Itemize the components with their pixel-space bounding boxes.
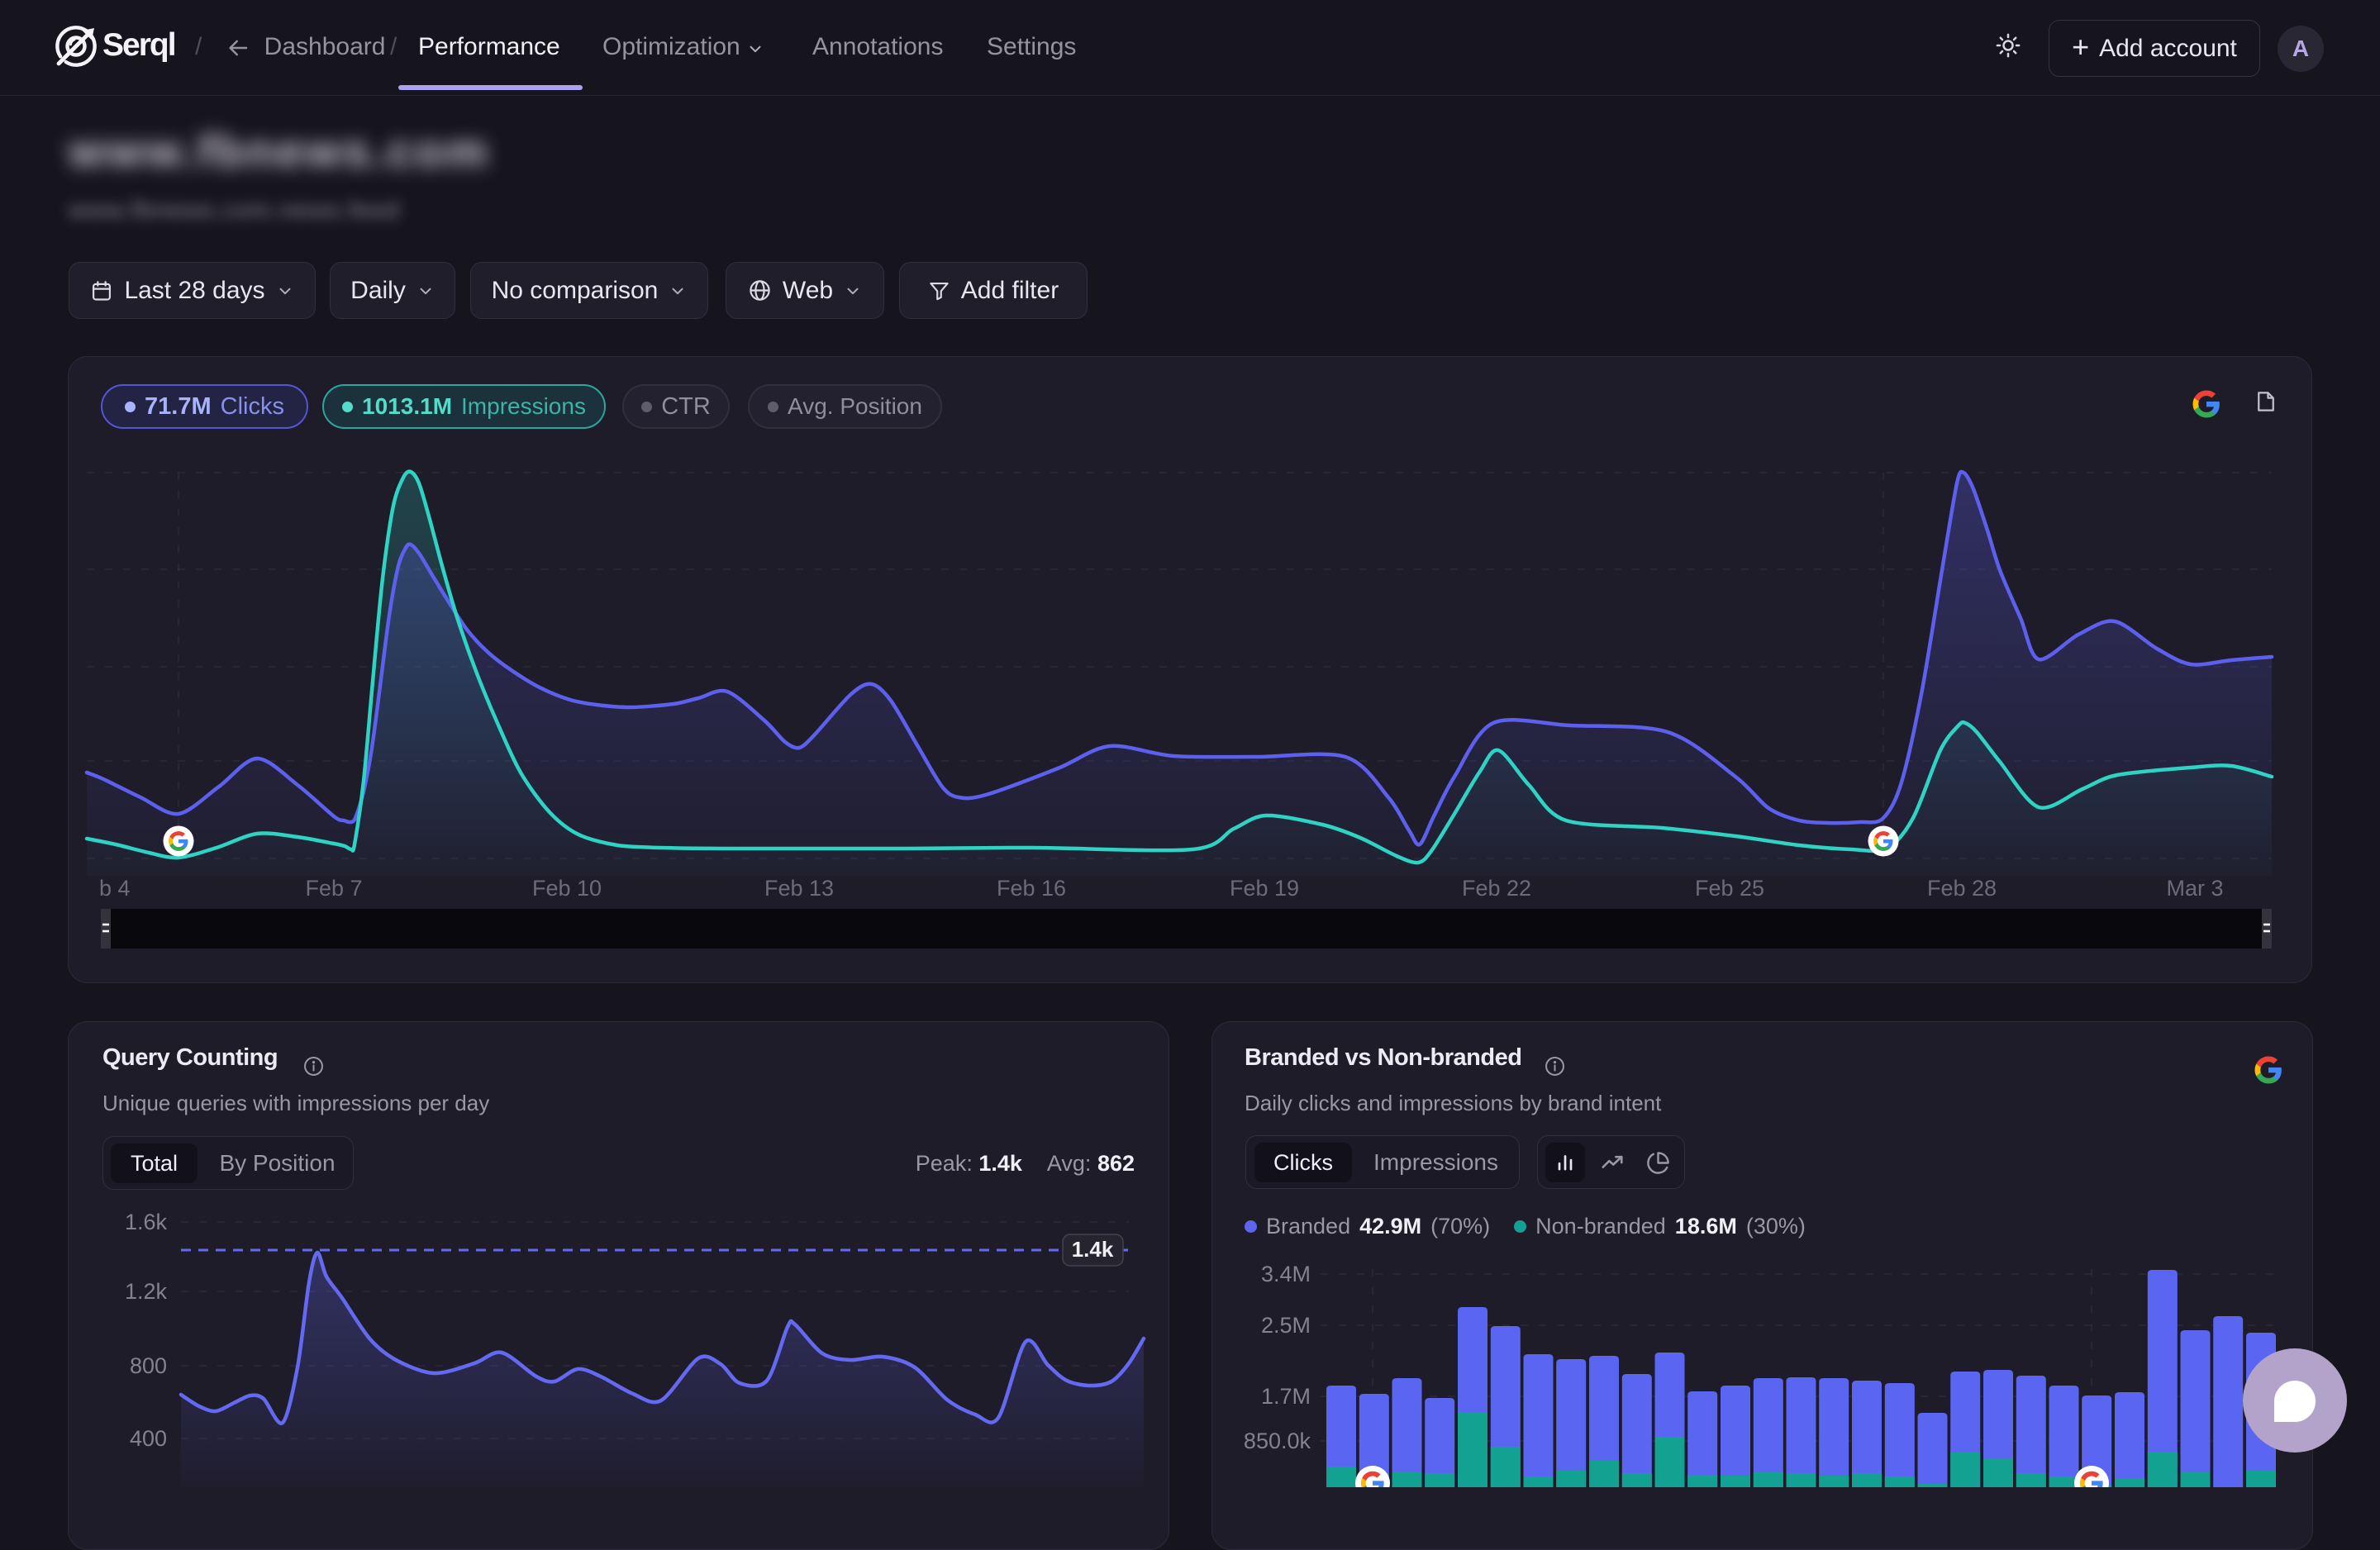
svg-text:1.2k: 1.2k bbox=[125, 1279, 168, 1304]
svg-text:850.0k: 850.0k bbox=[1244, 1429, 1311, 1453]
svg-text:Feb 7: Feb 7 bbox=[305, 876, 362, 901]
svg-text:Feb 28: Feb 28 bbox=[1927, 876, 1997, 901]
svg-text:Mar 3: Mar 3 bbox=[2166, 876, 2223, 901]
svg-text:2.5M: 2.5M bbox=[1261, 1313, 1311, 1338]
svg-text:1.6k: 1.6k bbox=[125, 1210, 168, 1234]
svg-text:Feb 13: Feb 13 bbox=[764, 876, 834, 901]
svg-text:Feb 19: Feb 19 bbox=[1230, 876, 1299, 901]
svg-text:1.7M: 1.7M bbox=[1261, 1384, 1311, 1409]
svg-text:3.4M: 3.4M bbox=[1261, 1262, 1311, 1286]
svg-text:400: 400 bbox=[130, 1426, 167, 1451]
svg-text:Feb 10: Feb 10 bbox=[532, 876, 602, 901]
svg-text:Feb 4: Feb 4 bbox=[73, 876, 130, 901]
svg-text:Feb 25: Feb 25 bbox=[1695, 876, 1764, 901]
svg-text:Feb 16: Feb 16 bbox=[997, 876, 1066, 901]
svg-text:Feb 22: Feb 22 bbox=[1462, 876, 1531, 901]
svg-text:800: 800 bbox=[130, 1353, 167, 1378]
svg-text:1.4k: 1.4k bbox=[1072, 1237, 1114, 1262]
